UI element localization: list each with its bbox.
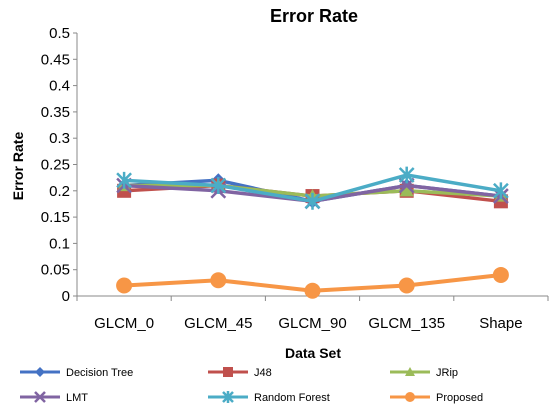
data-point [210, 177, 227, 194]
legend-entry: J48 [208, 367, 272, 379]
legend-marker [223, 367, 233, 377]
legend-marker [35, 367, 45, 377]
data-point [304, 282, 321, 299]
legend-label: Random Forest [254, 392, 330, 404]
data-point [398, 166, 415, 184]
data-point [210, 272, 227, 289]
y-tick-label: 0.5 [49, 25, 70, 42]
legend-label: JRip [436, 367, 458, 379]
x-tick-label: GLCM_45 [184, 315, 252, 332]
legend: Decision Tree J48 JRip LMT Random Forest Prop… [20, 367, 483, 404]
legend-entry: Proposed [390, 392, 483, 404]
x-tick-labels: GLCM_0 GLCM_45 GLCM_90 GLCM_135 Shape [94, 315, 523, 332]
legend-marker [222, 391, 234, 403]
series-layer [116, 166, 509, 299]
x-tick-label: GLCM_135 [368, 315, 445, 332]
data-point [116, 171, 132, 189]
legend-entry: LMT [20, 391, 88, 404]
data-point [398, 277, 415, 294]
legend-marker [34, 391, 46, 403]
y-tick-label: 0.1 [49, 235, 70, 252]
x-tick-label: GLCM_90 [278, 315, 346, 332]
legend-marker [405, 392, 415, 402]
data-point [304, 192, 321, 210]
y-tick-label: 0.4 [49, 78, 70, 95]
y-tick-label: 0.25 [41, 157, 70, 174]
legend-label: Proposed [436, 392, 483, 404]
axes [73, 32, 549, 301]
x-tick-label: Shape [479, 315, 522, 332]
y-tick-label: 0.2 [49, 183, 70, 200]
data-point [493, 182, 509, 200]
x-axis-title: Data Set [285, 345, 341, 361]
data-point [492, 266, 509, 283]
series-random-forest [116, 166, 509, 210]
legend-label: Decision Tree [66, 367, 133, 379]
chart-title: Error Rate [270, 6, 358, 26]
y-tick-label: 0 [62, 288, 70, 305]
x-tick-label: GLCM_0 [94, 315, 154, 332]
series-proposed [116, 266, 509, 299]
legend-label: LMT [66, 392, 88, 404]
legend-entry: Random Forest [208, 391, 330, 404]
y-tick-label: 0.35 [41, 104, 70, 121]
y-tick-labels: 0 0.05 0.1 0.15 0.2 0.25 0.3 0.35 0.4 0.45 0.5 [41, 25, 70, 305]
y-axis-title: Error Rate [10, 132, 26, 201]
y-tick-label: 0.15 [41, 209, 70, 226]
legend-entry: Decision Tree [20, 367, 133, 379]
data-point [399, 183, 414, 197]
legend-entry: JRip [390, 367, 458, 379]
y-tick-label: 0.3 [49, 130, 70, 147]
data-point [116, 277, 133, 294]
legend-marker [405, 367, 415, 376]
legend-label: J48 [254, 367, 272, 379]
y-tick-label: 0.45 [41, 51, 70, 68]
y-tick-label: 0.05 [41, 262, 70, 279]
